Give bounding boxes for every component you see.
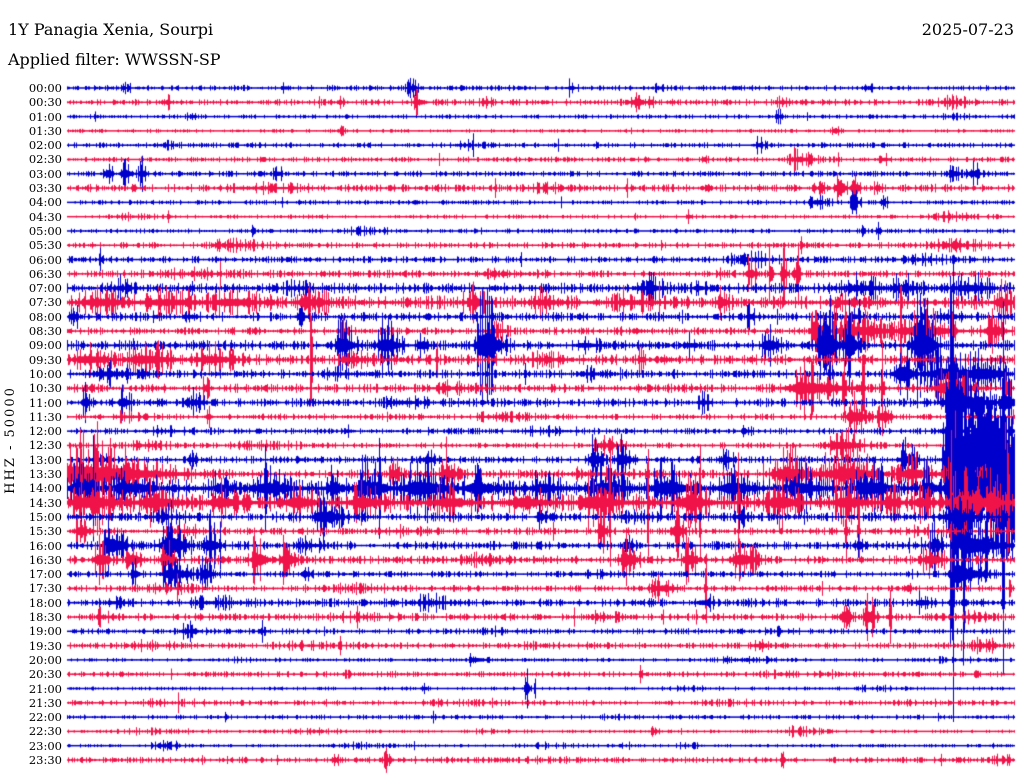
time-label: 07:30 xyxy=(28,295,62,310)
time-label: 03:30 xyxy=(28,181,62,196)
time-label: 10:00 xyxy=(28,366,62,381)
time-label: 16:00 xyxy=(28,538,62,553)
time-label: 18:30 xyxy=(28,610,62,625)
time-label: 00:30 xyxy=(28,95,62,110)
time-label: 02:30 xyxy=(28,152,62,167)
time-label: 23:00 xyxy=(28,738,62,753)
time-label: 16:30 xyxy=(28,552,62,567)
time-label: 11:00 xyxy=(28,395,62,410)
time-label: 22:00 xyxy=(28,710,62,725)
time-label: 22:30 xyxy=(28,724,62,739)
time-label: 07:00 xyxy=(28,281,62,296)
time-label: 12:00 xyxy=(28,424,62,439)
time-label: 19:00 xyxy=(28,624,62,639)
time-label: 17:00 xyxy=(28,567,62,582)
time-label: 13:00 xyxy=(28,452,62,467)
time-label: 13:30 xyxy=(28,467,62,482)
time-label: 11:30 xyxy=(28,409,62,424)
time-label: 05:00 xyxy=(28,223,62,238)
time-label: 21:30 xyxy=(28,695,62,710)
time-label: 21:00 xyxy=(28,681,62,696)
time-label: 02:00 xyxy=(28,138,62,153)
time-label: 12:30 xyxy=(28,438,62,453)
time-label: 04:00 xyxy=(28,195,62,210)
time-label: 08:30 xyxy=(28,324,62,339)
time-label: 01:00 xyxy=(28,109,62,124)
time-label: 00:00 xyxy=(28,81,62,95)
time-label: 20:00 xyxy=(28,652,62,667)
time-label: 05:30 xyxy=(28,238,62,253)
time-label: 08:00 xyxy=(28,309,62,324)
time-label: 06:00 xyxy=(28,252,62,267)
time-label: 14:00 xyxy=(28,481,62,496)
time-label: 20:30 xyxy=(28,667,62,682)
time-label: 09:30 xyxy=(28,352,62,367)
time-label: 06:30 xyxy=(28,266,62,281)
time-label: 19:30 xyxy=(28,638,62,653)
time-label: 10:30 xyxy=(28,381,62,396)
time-label: 15:30 xyxy=(28,524,62,539)
time-label: 15:00 xyxy=(28,509,62,524)
time-label: 23:30 xyxy=(28,753,62,767)
time-label: 17:30 xyxy=(28,581,62,596)
time-label: 01:30 xyxy=(28,123,62,138)
time-label: 04:30 xyxy=(28,209,62,224)
time-label: 03:00 xyxy=(28,166,62,181)
time-label: 09:00 xyxy=(28,338,62,353)
time-label: 18:00 xyxy=(28,595,62,610)
time-label: 14:30 xyxy=(28,495,62,510)
